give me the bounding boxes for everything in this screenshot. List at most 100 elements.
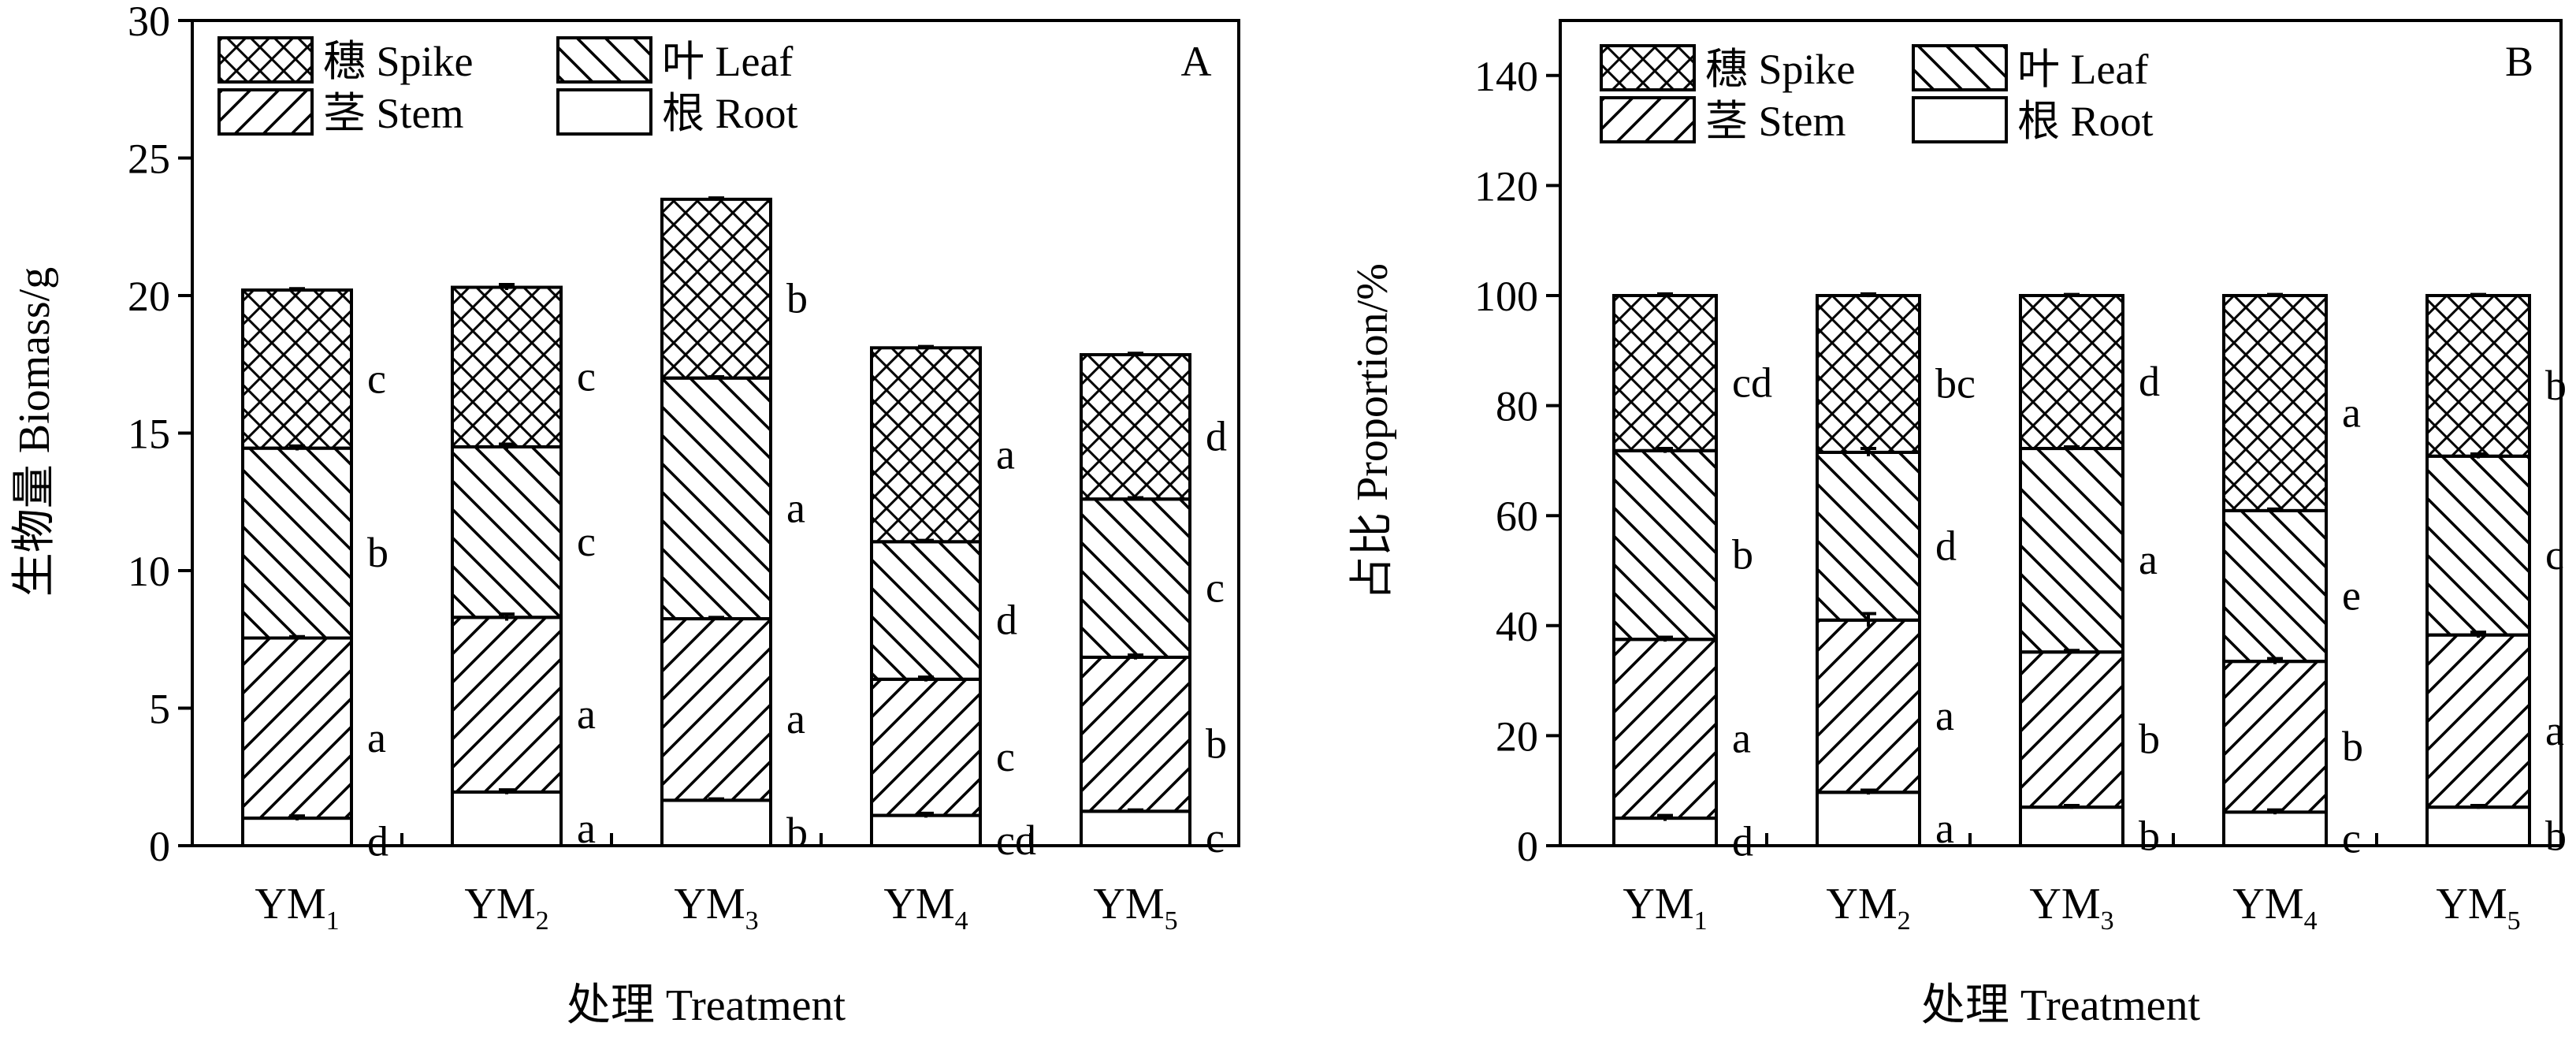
bar-segment-leaf — [2019, 447, 2124, 654]
x-axis: YM1 YM2 YM3 YM4 YM5 — [255, 833, 1178, 936]
bar-segment-root — [2222, 810, 2328, 847]
significance-label: a — [2342, 389, 2361, 436]
y-tick-label: 0 — [149, 823, 170, 870]
significance-label: d — [996, 597, 1017, 644]
bar-segment-leaf — [1080, 497, 1191, 659]
significance-label: d — [1732, 818, 1753, 865]
significance-label: b — [2139, 716, 2160, 763]
y-tick-label: 140 — [1474, 53, 1538, 100]
x-axis: YM1 YM2 YM3 YM4 YM5 — [1623, 833, 2521, 936]
x-tick-label: YM3 — [674, 880, 758, 936]
y-tick-label: 10 — [128, 548, 170, 595]
x-axis-title: 处理 Treatment — [1921, 981, 2201, 1030]
x-tick-label-base: YM — [674, 880, 745, 928]
significance-label: cd — [1732, 359, 1772, 406]
significance-label: c — [2342, 815, 2361, 862]
significance-label: a — [1935, 692, 1954, 739]
significance-label: a — [367, 714, 386, 761]
x-tick-label-sub: 4 — [2304, 906, 2318, 936]
bar-segment-spike — [660, 197, 772, 380]
significance-label: d — [1935, 522, 1957, 569]
y-tick-label: 15 — [128, 411, 170, 458]
x-tick-label-base: YM — [1623, 880, 1693, 928]
legend-label-root: 根 Root — [2017, 98, 2154, 145]
significance-label: b — [786, 274, 808, 322]
x-tick-label-base: YM — [464, 880, 535, 928]
y-tick-label: 120 — [1474, 162, 1538, 210]
x-tick-label-sub: 1 — [1694, 906, 1708, 936]
bar-segment-stem — [870, 677, 982, 817]
x-tick-label-base: YM — [2029, 880, 2100, 928]
significance-label: a — [577, 805, 596, 852]
legend-label-spike: 穗 Spike — [1705, 46, 1856, 93]
bar-segment-root — [1816, 791, 1921, 848]
x-tick-label-sub: 5 — [1165, 906, 1178, 936]
bar-segment-spike — [451, 285, 563, 448]
bar-segment-leaf — [1612, 448, 1718, 642]
legend-label-stem: 茎 Stem — [1705, 98, 1846, 145]
x-tick-label-base: YM — [883, 880, 954, 928]
x-tick-label: YM3 — [2029, 880, 2113, 936]
bar-segment-stem — [660, 617, 772, 802]
y-tick-label: 5 — [149, 686, 170, 733]
bar-segment-root — [2019, 805, 2124, 848]
legend-label-spike: 穗 Spike — [323, 38, 474, 85]
y-tick-label: 60 — [1496, 493, 1538, 540]
significance-label: a — [1732, 715, 1751, 762]
legend-label-stem: 茎 Stem — [323, 90, 464, 137]
significance-label: b — [2139, 813, 2160, 860]
bar-segment-leaf — [660, 376, 772, 621]
x-axis-title: 处理 Treatment — [567, 981, 846, 1030]
bar-segment-stem — [2019, 650, 2124, 809]
significance-label: e — [2342, 572, 2361, 619]
significance-label: a — [786, 695, 805, 742]
significance-label: c — [577, 353, 596, 400]
y-tick-label: 30 — [128, 0, 170, 45]
bar-segment-spike — [2222, 294, 2328, 512]
legend-swatch-stem — [1600, 96, 1696, 143]
x-tick-label: YM4 — [883, 880, 968, 936]
x-tick-label-base: YM — [1826, 880, 1897, 928]
y-axis: 0 5 10 15 20 25 30 — [128, 0, 192, 870]
x-tick-label-sub: 4 — [955, 906, 968, 936]
significance-label: a — [2139, 536, 2158, 583]
y-tick-label: 25 — [128, 136, 170, 183]
bar-segment-leaf — [870, 540, 982, 681]
x-tick-label: YM2 — [464, 880, 548, 936]
bar-segment-stem — [1080, 655, 1191, 813]
bar-segment-root — [451, 790, 563, 848]
x-tick-label: YM1 — [255, 880, 339, 936]
y-tick-label: 0 — [1517, 823, 1538, 870]
significance-label: c — [577, 518, 596, 565]
legend-swatch-root — [1912, 96, 2008, 143]
bar-segment-stem — [1816, 618, 1921, 794]
x-tick-label-sub: 2 — [536, 906, 549, 936]
y-axis: 0 20 40 60 80 100 120 140 — [1474, 53, 1560, 870]
x-tick-label: YM2 — [1826, 880, 1910, 936]
significance-label: a — [786, 484, 805, 531]
x-tick-label: YM4 — [2232, 880, 2317, 936]
bar-segment-leaf — [451, 445, 563, 619]
significance-label: c — [367, 355, 386, 402]
significance-label: b — [2545, 362, 2567, 409]
significance-label: d — [1206, 413, 1227, 460]
x-tick-label-base: YM — [1093, 880, 1164, 928]
bar-segment-spike — [1816, 294, 1921, 454]
y-tick-label: 100 — [1474, 273, 1538, 320]
bar-segment-spike — [1080, 353, 1191, 501]
significance-label: b — [1732, 531, 1753, 579]
bar-segment-stem — [241, 636, 353, 820]
x-tick-label-sub: 2 — [1898, 906, 1911, 936]
legend-swatch-leaf — [556, 36, 652, 84]
bar-segment-stem — [2222, 660, 2328, 814]
bar-segment-root — [870, 813, 982, 847]
legend-label-root: 根 Root — [662, 90, 798, 137]
bar-segment-root — [1612, 817, 1718, 847]
x-tick-label: YM1 — [1623, 880, 1707, 936]
x-tick-label-base: YM — [255, 880, 325, 928]
legend: 穗 Spike 叶 Leaf 茎 Stem 根 Root — [1600, 44, 2154, 145]
x-tick-label: YM5 — [2436, 880, 2520, 936]
significance-label: d — [367, 818, 388, 865]
